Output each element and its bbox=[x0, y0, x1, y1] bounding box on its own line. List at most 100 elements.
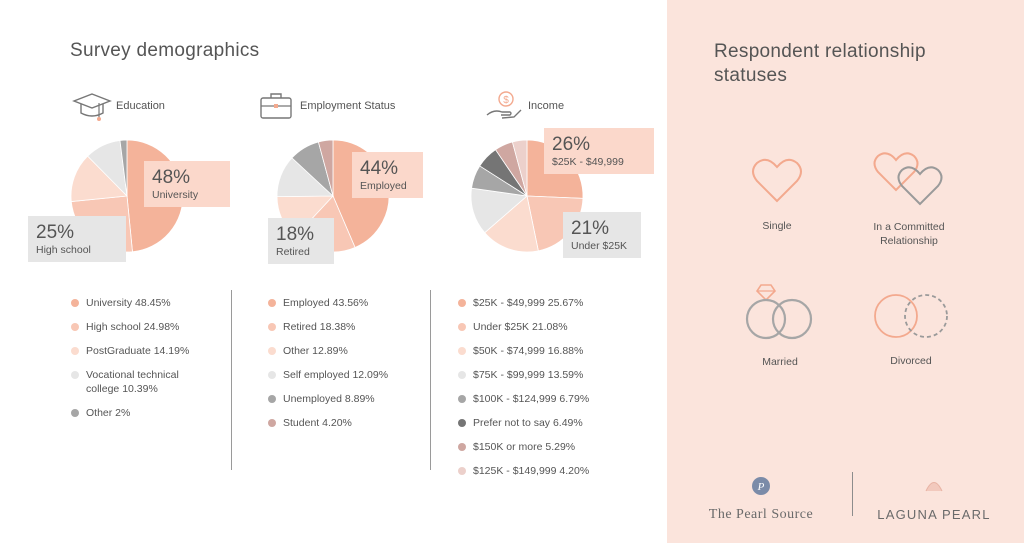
legend-swatch bbox=[268, 371, 276, 379]
legend-item: $50K - $74,999 16.88% bbox=[458, 344, 628, 358]
legend-label: $75K - $99,999 13.59% bbox=[473, 369, 584, 381]
education-legend: University 48.45% High school 24.98% PostG… bbox=[71, 296, 211, 430]
legend-label: Other 12.89% bbox=[283, 345, 348, 357]
legend-swatch bbox=[458, 443, 466, 451]
legend-label: Other 2% bbox=[86, 407, 131, 419]
svg-text:P: P bbox=[757, 481, 765, 493]
status-married: Married bbox=[735, 283, 825, 369]
legend-swatch bbox=[268, 347, 276, 355]
legend-label: $100K - $124,999 6.79% bbox=[473, 393, 590, 405]
legend-swatch bbox=[268, 419, 276, 427]
legend-item: Employed 43.56% bbox=[268, 296, 418, 310]
legend-item: Self employed 12.09% bbox=[268, 368, 418, 382]
status-committed: In a Committed Relationship bbox=[860, 150, 958, 248]
legend-label: Student 4.20% bbox=[283, 417, 352, 429]
legend-swatch bbox=[268, 395, 276, 403]
page-title: Survey demographics bbox=[70, 40, 260, 61]
status-single: Single bbox=[737, 155, 817, 233]
laguna-pearl-brand: LAGUNA PEARL bbox=[874, 476, 994, 522]
two-hearts-icon bbox=[873, 152, 943, 206]
callout-label: High school bbox=[36, 243, 91, 256]
legend-label: Prefer not to say 6.49% bbox=[473, 417, 583, 429]
legend-item: Student 4.20% bbox=[268, 416, 418, 430]
callout-pct: 18% bbox=[276, 224, 315, 245]
heart-icon bbox=[752, 158, 802, 203]
status-divorced: Divorced bbox=[866, 290, 956, 368]
callout-label: Employed bbox=[360, 179, 407, 192]
status-label: Divorced bbox=[890, 355, 932, 367]
legend-label: University 48.45% bbox=[86, 297, 171, 309]
pie-slice bbox=[317, 139, 334, 197]
legend-swatch bbox=[268, 323, 276, 331]
separated-circles-icon bbox=[874, 294, 948, 338]
legend-label: Vocational technical college 10.39% bbox=[86, 369, 179, 395]
callout-label: University bbox=[152, 188, 199, 201]
legend-swatch bbox=[458, 347, 466, 355]
legend-swatch bbox=[458, 467, 466, 475]
legend-label: Unemployed 8.89% bbox=[283, 393, 375, 405]
pie-slice bbox=[70, 155, 128, 202]
education-header: Education bbox=[72, 88, 165, 124]
pearl-source-brand: P The Pearl Source bbox=[694, 476, 828, 523]
legend-label: PostGraduate 14.19% bbox=[86, 345, 190, 357]
legend-label: $50K - $74,999 16.88% bbox=[473, 345, 584, 357]
status-label: Single bbox=[762, 220, 792, 232]
legend-item: High school 24.98% bbox=[71, 320, 211, 334]
legend-item: PostGraduate 14.19% bbox=[71, 344, 211, 358]
legend-label: Self employed 12.09% bbox=[283, 369, 389, 381]
legend-item: Other 2% bbox=[71, 406, 211, 420]
money-hand-icon: $ bbox=[486, 91, 522, 119]
status-label: In a Committed Relationship bbox=[873, 221, 945, 247]
legend-label: $150K or more 5.29% bbox=[473, 441, 576, 453]
legend-item: $75K - $99,999 13.59% bbox=[458, 368, 628, 382]
svg-text:$: $ bbox=[503, 95, 509, 106]
brand-divider bbox=[852, 472, 853, 516]
legend-item: Under $25K 21.08% bbox=[458, 320, 628, 334]
legend-swatch bbox=[458, 323, 466, 331]
education-title: Education bbox=[116, 100, 165, 112]
legend-label: $25K - $49,999 25.67% bbox=[473, 297, 584, 309]
briefcase-icon bbox=[260, 93, 292, 119]
legend-item: Unemployed 8.89% bbox=[268, 392, 418, 406]
employment-title: Employment Status bbox=[300, 100, 396, 112]
income-main-callout: 26% $25K - $49,999 bbox=[544, 128, 654, 174]
legend-item: Vocational technical college 10.39% bbox=[71, 368, 211, 396]
legend-swatch bbox=[71, 347, 79, 355]
pie-slice bbox=[484, 195, 539, 253]
income-legend: $25K - $49,999 25.67% Under $25K 21.08% $5… bbox=[458, 296, 628, 488]
callout-pct: 48% bbox=[152, 167, 191, 188]
legend-item: $150K or more 5.29% bbox=[458, 440, 628, 454]
legend-swatch bbox=[268, 299, 276, 307]
graduation-cap-icon bbox=[72, 93, 112, 121]
employment-header: Employment Status bbox=[256, 88, 395, 124]
pearl-source-logo-icon: P bbox=[752, 477, 770, 495]
legend-label: Retired 18.38% bbox=[283, 321, 356, 333]
legend-swatch bbox=[71, 371, 79, 379]
laguna-pearl-logo-icon bbox=[925, 482, 943, 492]
legend-item: Retired 18.38% bbox=[268, 320, 418, 334]
legend-label: High school 24.98% bbox=[86, 321, 180, 333]
employment-second-callout: 18% Retired bbox=[268, 218, 334, 264]
laguna-pearl-name: LAGUNA PEARL bbox=[877, 507, 991, 522]
relationship-title: Respondent relationship statuses bbox=[714, 41, 926, 86]
callout-label: $25K - $49,999 bbox=[552, 155, 624, 168]
pearl-source-name: The Pearl Source bbox=[708, 507, 814, 522]
legend-label: Employed 43.56% bbox=[283, 297, 369, 309]
education-main-callout: 48% University bbox=[144, 161, 230, 207]
legend-label: $125K - $149,999 4.20% bbox=[473, 465, 590, 477]
education-second-callout: 25% High school bbox=[28, 216, 126, 262]
income-title: Income bbox=[528, 100, 565, 112]
callout-pct: 21% bbox=[571, 218, 610, 239]
pie-slice bbox=[511, 139, 528, 197]
legend-swatch bbox=[458, 299, 466, 307]
income-header: $ Income bbox=[484, 88, 564, 124]
relationship-panel bbox=[667, 0, 1024, 543]
legend-item: Prefer not to say 6.49% bbox=[458, 416, 628, 430]
divider bbox=[231, 290, 232, 470]
callout-pct: 44% bbox=[360, 158, 399, 179]
callout-pct: 25% bbox=[36, 222, 75, 243]
employment-legend: Employed 43.56% Retired 18.38% Other 12.89… bbox=[268, 296, 418, 440]
callout-label: Retired bbox=[276, 245, 310, 258]
legend-swatch bbox=[71, 323, 79, 331]
legend-item: Other 12.89% bbox=[268, 344, 418, 358]
